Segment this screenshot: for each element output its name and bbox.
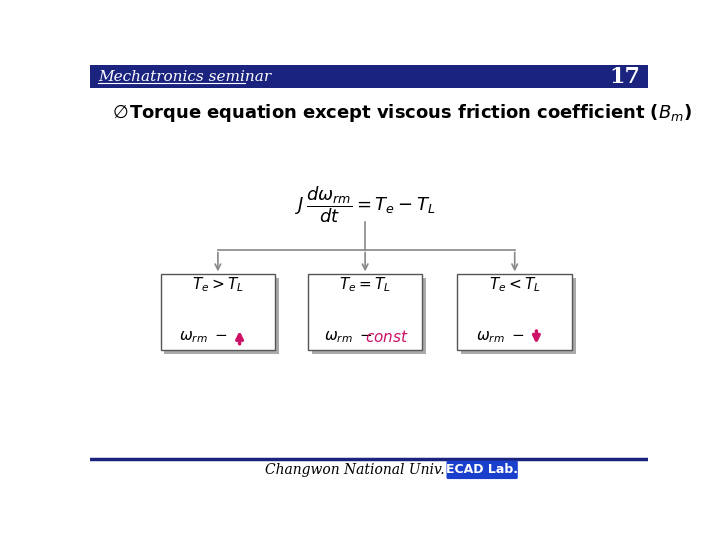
Bar (457, 274, 572, 350)
Text: $\mathit{J}\,\dfrac{d\omega_{rm}}{dt} = T_e - T_L$: $\mathit{J}\,\dfrac{d\omega_{rm}}{dt} = … (294, 185, 436, 225)
Bar (164, 278, 279, 354)
Bar (161, 274, 275, 350)
Text: $\varnothing$: $\varnothing$ (112, 104, 128, 122)
Bar (307, 274, 423, 350)
Text: $\omega_{rm}\ -$: $\omega_{rm}\ -$ (323, 329, 373, 345)
Bar (312, 278, 426, 354)
Text: $T_e < T_L$: $T_e < T_L$ (489, 275, 541, 294)
Text: Changwon National Univ.: Changwon National Univ. (266, 463, 445, 477)
Text: ECAD Lab.: ECAD Lab. (446, 463, 518, 476)
Text: $\omega_{rm}\ -$: $\omega_{rm}\ -$ (179, 329, 228, 345)
Text: $\mathbf{Torque\ equation\ except\ viscous\ friction\ coefficient\ (}$$\mathbf{\: $\mathbf{Torque\ equation\ except\ visco… (129, 102, 692, 124)
Bar (90, 65, 648, 88)
Text: $\omega_{rm}\ -$: $\omega_{rm}\ -$ (476, 329, 526, 345)
Text: Mechatronics seminar: Mechatronics seminar (98, 70, 271, 84)
Text: $\mathit{const}$: $\mathit{const}$ (365, 329, 409, 346)
Text: 17: 17 (609, 66, 640, 88)
FancyBboxPatch shape (446, 461, 518, 479)
Bar (462, 278, 576, 354)
Text: $T_e = T_L$: $T_e = T_L$ (339, 275, 391, 294)
Text: $T_e > T_L$: $T_e > T_L$ (192, 275, 243, 294)
